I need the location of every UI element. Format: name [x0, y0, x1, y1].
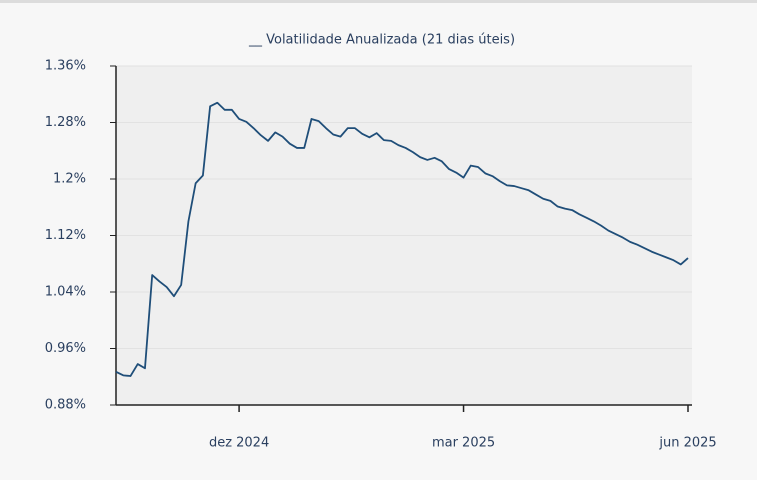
y-tick-label: 1.36%: [45, 59, 86, 74]
y-tick-label: 1.12%: [45, 228, 86, 243]
y-tick-label: 1.2%: [53, 172, 86, 187]
y-tick-label: 1.28%: [45, 115, 86, 130]
x-tick-label: mar 2025: [432, 436, 495, 451]
x-tick-label: dez 2024: [209, 436, 269, 451]
line: [115, 101, 689, 377]
x-tick-label: jun 2025: [658, 436, 716, 451]
y-tick-label: 0.88%: [45, 398, 86, 413]
y-tick-label: 1.04%: [45, 285, 86, 300]
y-tick-label: 0.96%: [45, 341, 86, 356]
chart-title: __ Volatilidade Anualizada (21 dias útei…: [248, 33, 515, 48]
top-border: [0, 0, 757, 3]
